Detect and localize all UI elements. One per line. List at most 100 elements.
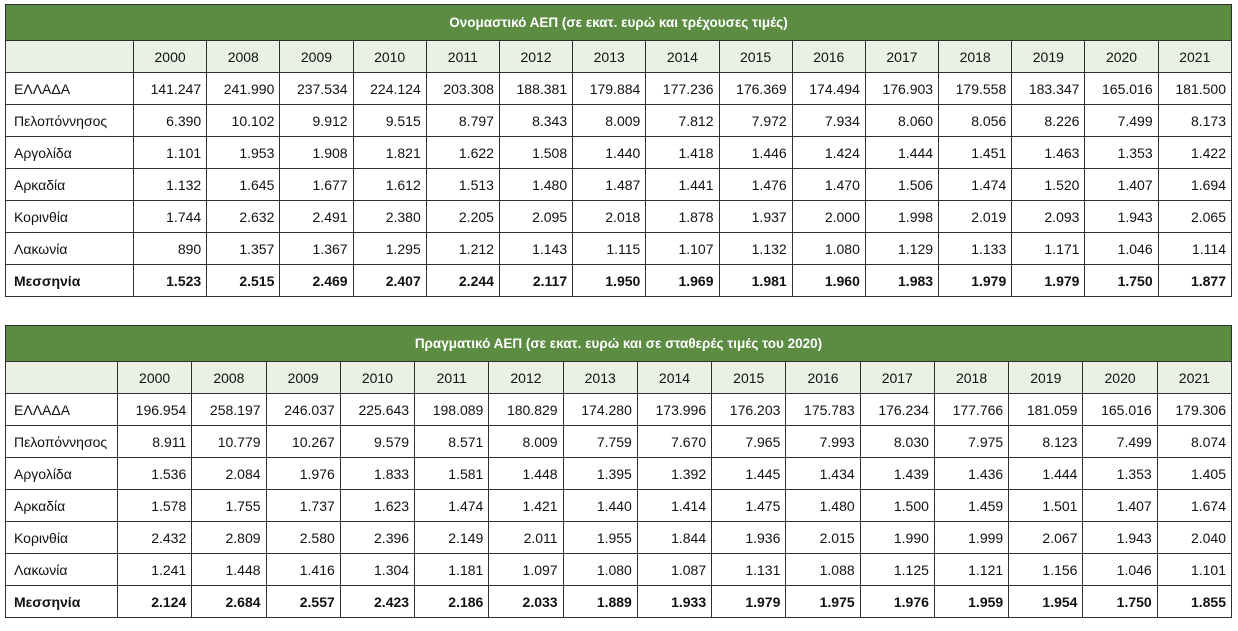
gdp-value-cell: 1.392 — [636, 457, 713, 490]
gdp-value-cell: 1.418 — [645, 136, 720, 169]
gdp-value-cell: 6.390 — [132, 104, 208, 137]
gdp-value-cell: 1.990 — [859, 521, 935, 554]
gdp-value-cell: 2.684 — [191, 585, 267, 618]
table-row: Κορινθία 2.432 2.809 2.580 2.396 2.149 2.011 1.… — [5, 521, 1233, 554]
year-header-cell: 2020 — [1084, 40, 1159, 73]
gdp-value-cell: 2.065 — [1157, 200, 1233, 233]
table-title: Ονομαστικό ΑΕΠ (σε εκατ. ευρώ και τρέχου… — [5, 4, 1232, 41]
table-title: Πραγματικό ΑΕΠ (σε εκατ. ευρώ και σε στα… — [5, 325, 1232, 362]
gdp-value-cell: 179.558 — [938, 72, 1013, 105]
gdp-value-cell: 1.480 — [785, 489, 861, 522]
gdp-value-cell: 1.979 — [711, 585, 787, 618]
year-header-cell: 2010 — [339, 361, 416, 394]
gdp-value-cell: 181.059 — [1008, 393, 1084, 426]
gdp-value-cell: 1.998 — [864, 200, 940, 233]
gdp-value-cell: 7.965 — [711, 425, 787, 458]
gdp-value-cell: 2.491 — [279, 200, 354, 233]
year-header-cell: 2012 — [488, 361, 564, 394]
gdp-value-cell: 7.934 — [791, 104, 866, 137]
gdp-value-cell: 2.093 — [1011, 200, 1086, 233]
year-header-cell: 2018 — [933, 361, 1010, 394]
gdp-value-cell: 2.432 — [116, 521, 193, 554]
gdp-value-cell: 1.046 — [1082, 553, 1158, 586]
gdp-value-cell: 1.407 — [1084, 168, 1159, 201]
gdp-value-cell: 8.571 — [414, 425, 490, 458]
gdp-value-cell: 8.797 — [425, 104, 500, 137]
gdp-value-cell: 1.171 — [1011, 232, 1086, 265]
year-header-cell: 2017 — [864, 40, 940, 73]
gdp-value-cell: 10.267 — [265, 425, 341, 458]
gdp-value-cell: 8.226 — [1011, 104, 1086, 137]
gdp-value-cell: 2.124 — [116, 585, 193, 618]
gdp-value-cell: 1.508 — [498, 136, 574, 169]
gdp-value-cell: 179.306 — [1156, 393, 1233, 426]
gdp-value-cell: 1.976 — [265, 457, 341, 490]
gdp-value-cell: 1.943 — [1082, 521, 1158, 554]
gdp-value-cell: 7.670 — [636, 425, 713, 458]
gdp-value-cell: 1.750 — [1084, 264, 1159, 297]
gdp-value-cell: 1.855 — [1156, 585, 1233, 618]
gdp-value-cell: 183.347 — [1011, 72, 1086, 105]
gdp-value-cell: 237.534 — [279, 72, 354, 105]
year-header-cell: 2009 — [265, 361, 341, 394]
gdp-value-cell: 1.434 — [785, 457, 861, 490]
region-label: Αργολίδα — [5, 136, 134, 169]
gdp-value-cell: 8.911 — [116, 425, 193, 458]
gdp-value-cell: 2.067 — [1008, 521, 1084, 554]
gdp-value-cell: 1.353 — [1084, 136, 1159, 169]
gdp-value-cell: 1.523 — [132, 264, 208, 297]
gdp-value-cell: 173.996 — [636, 393, 713, 426]
gdp-value-cell: 198.089 — [414, 393, 490, 426]
gdp-value-cell: 2.186 — [414, 585, 490, 618]
gdp-value-cell: 1.101 — [132, 136, 208, 169]
year-header-cell: 2008 — [191, 361, 267, 394]
year-header-cell: 2008 — [206, 40, 281, 73]
gdp-value-cell: 8.074 — [1156, 425, 1233, 458]
gdp-value-cell: 10.779 — [191, 425, 267, 458]
year-header-cell: 2019 — [1011, 40, 1086, 73]
gdp-value-cell: 2.084 — [191, 457, 267, 490]
gdp-value-cell: 1.474 — [938, 168, 1013, 201]
gdp-value-cell: 1.877 — [1157, 264, 1233, 297]
gdp-value-cell: 1.451 — [938, 136, 1013, 169]
gdp-value-cell: 1.737 — [265, 489, 341, 522]
gdp-value-cell: 1.979 — [1011, 264, 1086, 297]
year-header-cell: 2020 — [1082, 361, 1158, 394]
gdp-value-cell: 1.212 — [425, 232, 500, 265]
gdp-value-cell: 2.469 — [279, 264, 354, 297]
gdp-value-cell: 1.459 — [933, 489, 1010, 522]
region-label: Λακωνία — [5, 232, 134, 265]
gdp-value-cell: 2.117 — [498, 264, 574, 297]
gdp-value-cell: 2.019 — [938, 200, 1013, 233]
gdp-value-cell: 175.783 — [785, 393, 861, 426]
gdp-value-cell: 181.500 — [1157, 72, 1233, 105]
region-label: Μεσσηνία — [5, 264, 134, 297]
gdp-value-cell: 7.499 — [1082, 425, 1158, 458]
year-header-cell: 2017 — [859, 361, 935, 394]
table-row: ΕΛΛΑΔΑ 196.954 258.197 246.037 225.643 198.08… — [5, 393, 1233, 426]
gdp-value-cell: 7.759 — [562, 425, 638, 458]
table-body: Ονομαστικό ΑΕΠ (σε εκατ. ευρώ και τρέχου… — [5, 4, 1233, 297]
gdp-value-cell: 890 — [132, 232, 208, 265]
gdp-value-cell: 8.343 — [498, 104, 574, 137]
gdp-value-cell: 2.011 — [488, 521, 564, 554]
gdp-value-cell: 9.515 — [352, 104, 427, 137]
year-header-cell: 2012 — [498, 40, 574, 73]
year-header-cell: 2014 — [645, 40, 720, 73]
gdp-value-cell: 2.040 — [1156, 521, 1233, 554]
gdp-value-cell: 1.440 — [572, 136, 647, 169]
gdp-value-cell: 1.612 — [352, 168, 427, 201]
gdp-value-cell: 225.643 — [339, 393, 416, 426]
gdp-value-cell: 1.950 — [572, 264, 647, 297]
gdp-value-cell: 1.821 — [352, 136, 427, 169]
gdp-value-cell: 1.976 — [859, 585, 935, 618]
gdp-value-cell: 1.953 — [206, 136, 281, 169]
region-label: ΕΛΛΑΔΑ — [5, 393, 118, 426]
gdp-value-cell: 1.470 — [791, 168, 866, 201]
region-label: Αρκαδία — [5, 168, 134, 201]
gdp-value-cell: 1.500 — [859, 489, 935, 522]
gdp-value-cell: 1.983 — [864, 264, 940, 297]
gdp-value-cell: 196.954 — [116, 393, 193, 426]
gdp-value-cell: 1.622 — [425, 136, 500, 169]
table-title-row: Πραγματικό ΑΕΠ (σε εκατ. ευρώ και σε στα… — [5, 325, 1232, 362]
